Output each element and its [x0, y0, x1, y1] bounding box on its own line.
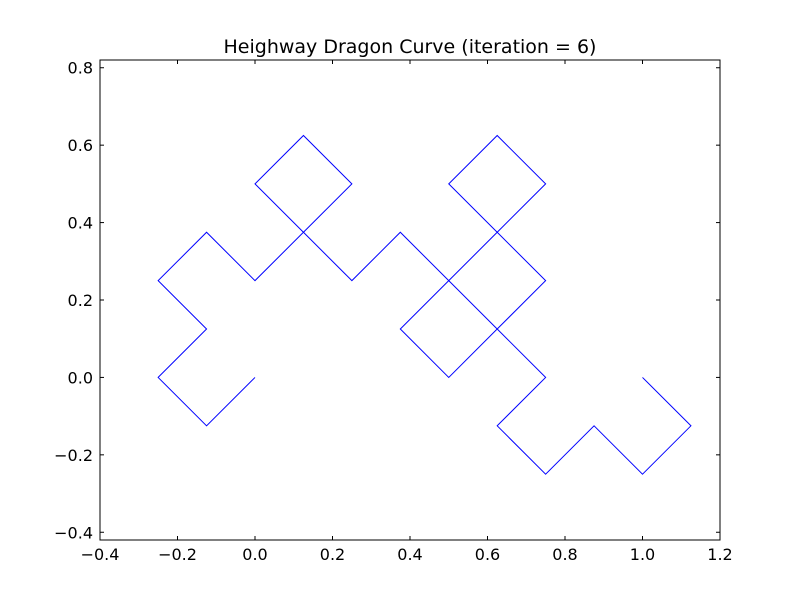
tick-label: −0.4 [54, 523, 93, 542]
tick-label: 1.2 [707, 545, 732, 564]
tick-label: 0.4 [397, 545, 422, 564]
tick-label: 0.8 [68, 59, 93, 78]
axis-ticks: −0.4 −0.2 0.0 0.2 0.4 0.6 0.8 1.0 1.2 −0.4 −0.2 0.0… [54, 59, 733, 564]
tick-label: −0.2 [158, 545, 197, 564]
tick-label: 0.0 [68, 368, 93, 387]
tick-label: 0.6 [475, 545, 500, 564]
tick-label: 0.0 [242, 545, 267, 564]
tick-label: 0.2 [68, 291, 93, 310]
tick-label: −0.2 [54, 446, 93, 465]
tick-label: −0.4 [81, 545, 120, 564]
plot-area [157, 134, 692, 475]
tick-label: 0.8 [552, 545, 577, 564]
tick-label: 0.4 [68, 214, 93, 233]
tick-label: 0.6 [68, 136, 93, 155]
axes-frame [99, 59, 721, 541]
chart-title: Heighway Dragon Curve (iteration = 6) [224, 36, 597, 58]
series-line-0 [157, 134, 692, 475]
tick-label: 1.0 [630, 545, 655, 564]
tick-label: 0.2 [320, 545, 345, 564]
